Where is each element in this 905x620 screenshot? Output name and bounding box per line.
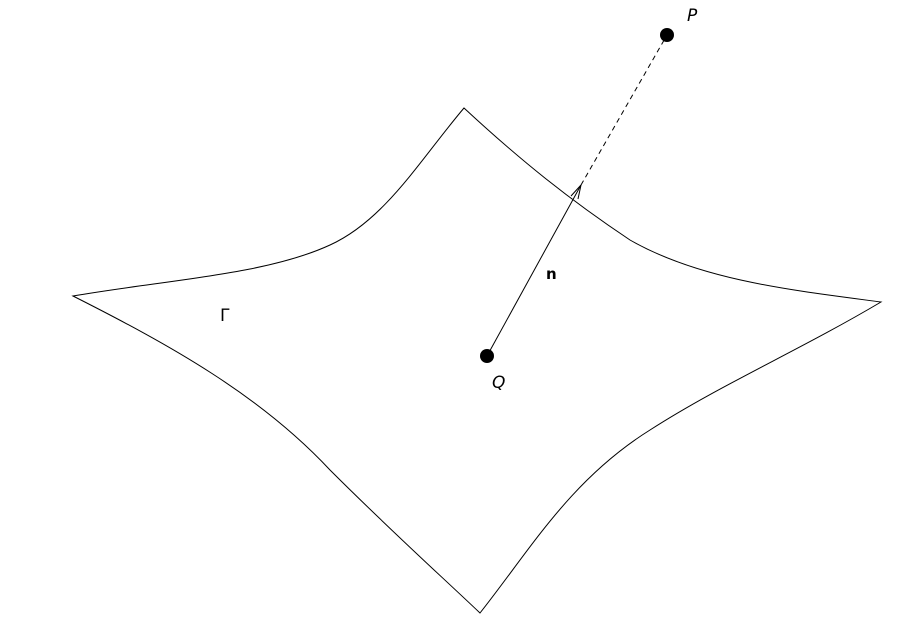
point-q-marker	[480, 349, 494, 363]
point-p-label: P	[687, 6, 698, 26]
normal-vector-label: n	[546, 265, 557, 283]
dashed-extension-line	[580, 34, 668, 186]
point-q-label: Q	[492, 373, 505, 393]
surface-gamma-outline	[71, 107, 883, 614]
normal-vector-arrowhead	[570, 184, 582, 200]
surface-gamma-label: Γ	[220, 306, 230, 326]
point-p-marker	[660, 28, 674, 42]
normal-vector-line	[486, 184, 582, 357]
